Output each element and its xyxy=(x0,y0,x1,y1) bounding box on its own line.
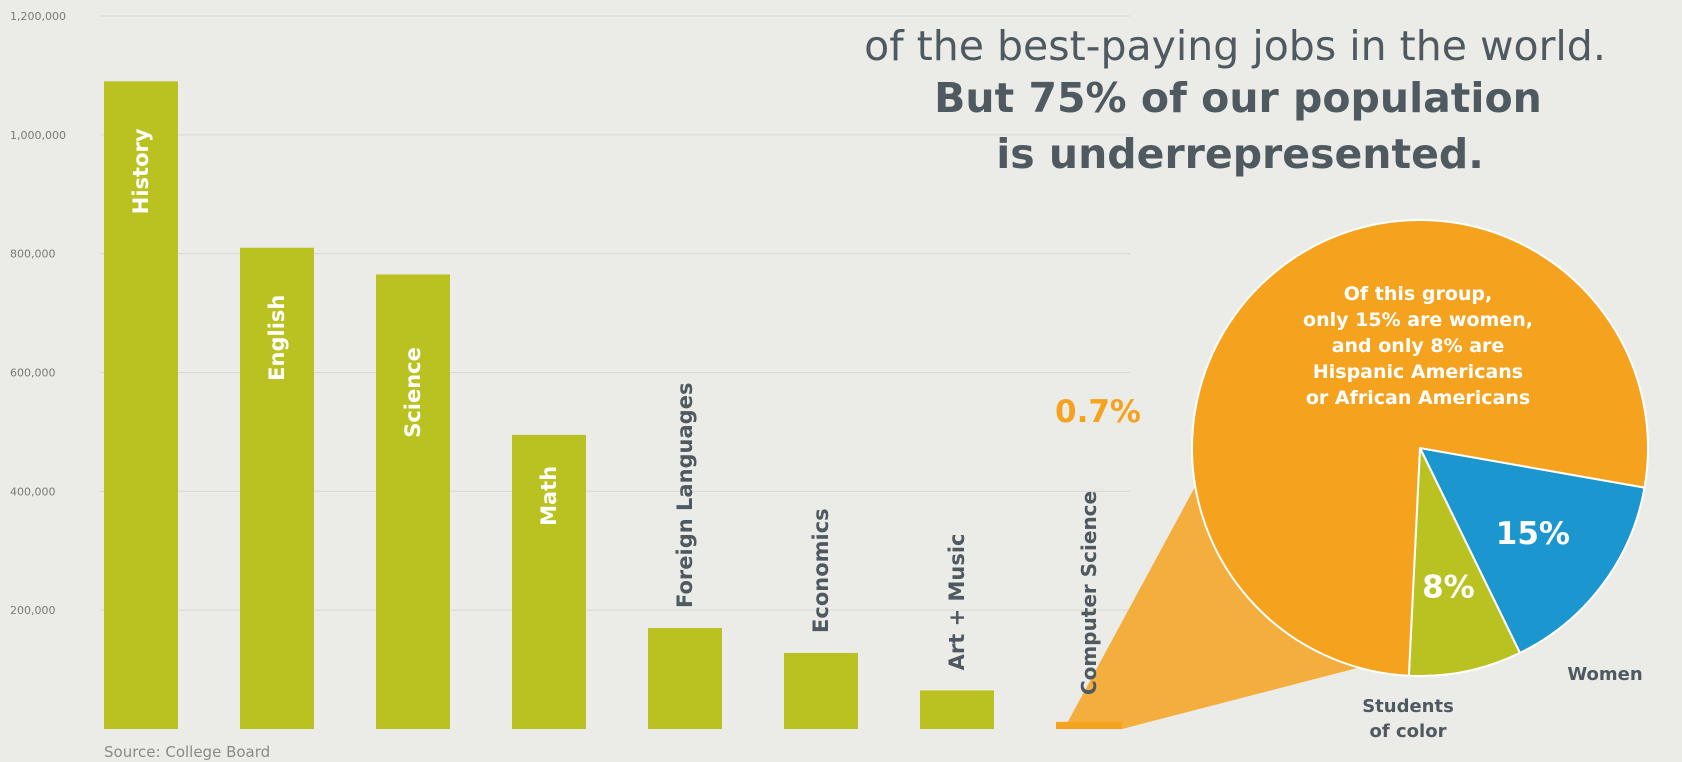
source-note: Source: College Board xyxy=(104,743,270,761)
bar-label-economics: Economics xyxy=(809,508,833,633)
bar-label-math: Math xyxy=(537,466,561,526)
bar-science xyxy=(376,274,450,729)
pie-slice-value: 15% xyxy=(1496,516,1570,552)
bar-history xyxy=(104,81,178,729)
pie-label-women: Women xyxy=(1567,664,1642,685)
pie-slice-students-of-color xyxy=(1407,447,1522,677)
bar-series xyxy=(104,81,1122,729)
pie-slice-remainder xyxy=(1191,219,1649,677)
bar-economics xyxy=(784,652,858,729)
pie-slice-value: 8% xyxy=(1422,569,1475,605)
bar-math xyxy=(512,434,586,729)
bar-label-computer-science: Computer Science xyxy=(1077,491,1101,695)
bar-label-foreign-languages: Foreign Languages xyxy=(673,383,697,608)
computer-science-percent-label: 0.7% xyxy=(1055,394,1141,430)
headline-line-2: But 75% of our population xyxy=(934,74,1542,122)
y-tick-label: 600,000 xyxy=(10,367,56,380)
bar-english xyxy=(240,247,314,729)
headline-line-3: is underrepresented. xyxy=(996,130,1484,178)
y-tick-label: 400,000 xyxy=(10,485,56,498)
pie-note-line: Of this group, xyxy=(1344,283,1492,305)
y-axis-tick-labels: 1,200,000 1,000,000 800,000 600,000 400,000 2… xyxy=(10,10,66,617)
y-tick-label: 1,000,000 xyxy=(10,129,66,142)
bar-art-music xyxy=(920,690,994,729)
pie-chart: 15% 8% Women Students of color Of this group,… xyxy=(1191,219,1649,742)
bar-category-labels: History English Science Math Foreign Languag… xyxy=(129,128,1141,695)
bar-label-english: English xyxy=(265,295,289,381)
pie-note-line: only 15% are women, xyxy=(1303,309,1533,331)
pie-slice-women xyxy=(1418,446,1646,655)
pie-label-students-of-color: of color xyxy=(1370,721,1447,742)
bar-label-science: Science xyxy=(401,347,425,438)
pie-note-line: and only 8% are xyxy=(1332,335,1505,357)
bar-computer-science xyxy=(1056,721,1122,729)
pie-note-line: Hispanic Americans xyxy=(1313,361,1523,383)
y-tick-label: 200,000 xyxy=(10,604,56,617)
headline-line-1: of the best-paying jobs in the world. xyxy=(864,22,1606,70)
pie-label-students-of-color: Students xyxy=(1362,696,1454,717)
pie-note-line: or African Americans xyxy=(1306,387,1530,409)
bar-label-art-music: Art + Music xyxy=(945,534,969,671)
y-tick-label: 800,000 xyxy=(10,248,56,261)
bar-label-history: History xyxy=(129,128,153,214)
bar-foreign-languages xyxy=(648,627,722,729)
y-tick-label: 1,200,000 xyxy=(10,10,66,23)
